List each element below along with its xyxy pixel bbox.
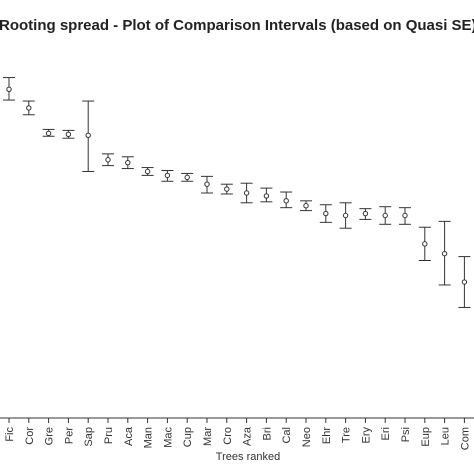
interval-eri (379, 206, 392, 225)
estimate-point (402, 212, 408, 219)
estimate-point (263, 193, 270, 199)
x-tick-label: Gre (44, 427, 56, 445)
estimate-point (224, 186, 230, 192)
x-tick-label: Eri (380, 427, 392, 440)
x-tick-label: Com (459, 427, 471, 450)
x-tick-label: Aca (123, 426, 135, 446)
x-tick-label: Cup (182, 427, 194, 447)
interval-ehr (319, 204, 332, 223)
interval-gre (42, 128, 55, 137)
interval-eup (418, 226, 431, 261)
x-tick-label: Bri (261, 427, 273, 440)
x-tick-label: Ery (360, 427, 372, 444)
x-tick-label: Per (63, 427, 75, 444)
x-tick-label: Neo (301, 427, 313, 447)
x-tick-label: Eup (420, 427, 432, 447)
estimate-point (26, 105, 32, 111)
estimate-point (204, 181, 210, 187)
estimate-point (342, 212, 349, 219)
interval-sap (82, 100, 95, 172)
x-tick-label: Mac (162, 427, 174, 448)
estimate-point (461, 279, 468, 285)
interval-cal (280, 191, 293, 209)
estimate-point (382, 212, 388, 219)
estimate-point (184, 174, 190, 181)
x-tick-label: Cro (222, 427, 234, 445)
x-tick-label: Pru (103, 427, 115, 444)
interval-psi (399, 207, 411, 225)
chart-marks (3, 77, 471, 308)
interval-cro (220, 183, 233, 195)
estimate-point (422, 241, 428, 247)
x-tick-label: Cal (281, 427, 293, 444)
estimate-point (144, 168, 151, 175)
interval-cor (22, 100, 35, 116)
interval-cup (181, 172, 194, 182)
interval-pru (102, 153, 114, 167)
estimate-point (6, 86, 12, 93)
estimate-point (105, 157, 111, 163)
x-axis: Fic Cor Gre Per Sap Pru Aca Man Mac Cup Mar Cro Aza B… (0, 417, 474, 450)
interval-leu (438, 220, 451, 286)
x-tick-label: Tre (341, 427, 353, 443)
x-tick-label: Mar (202, 427, 214, 446)
interval-aza (240, 182, 253, 204)
interval-mar (201, 175, 213, 194)
x-tick-label: Cor (24, 427, 36, 445)
estimate-point (441, 250, 448, 257)
x-tick-label: Ehr (321, 427, 333, 444)
interval-tre (339, 202, 352, 229)
x-tick-label: Aza (242, 426, 254, 446)
estimate-point (243, 190, 250, 196)
estimate-point (45, 130, 52, 137)
estimate-point (65, 131, 72, 138)
x-tick-label: Fic (4, 427, 16, 442)
interval-mac (161, 170, 174, 182)
estimate-point (323, 210, 329, 217)
chart-title: Rooting spread - Plot of Comparison Inte… (0, 17, 474, 34)
estimate-point (125, 159, 131, 166)
estimate-point (85, 132, 91, 138)
interval-man (141, 167, 154, 176)
interval-fic (3, 77, 15, 101)
interval-neo (300, 200, 312, 212)
x-axis-label: Trees ranked (216, 451, 280, 463)
interval-aca (121, 156, 134, 170)
estimate-point (164, 172, 171, 179)
interval-bri (260, 187, 273, 203)
estimate-point (362, 210, 369, 217)
interval-com (458, 256, 471, 308)
interval-ery (359, 208, 372, 220)
x-tick-label: Man (143, 427, 155, 448)
x-tick-label: Psi (400, 427, 412, 442)
estimate-point (303, 203, 309, 209)
estimate-point (283, 198, 289, 204)
x-tick-label: Sap (83, 427, 95, 447)
interval-per (62, 129, 75, 139)
x-tick-label: Leu (440, 427, 452, 445)
